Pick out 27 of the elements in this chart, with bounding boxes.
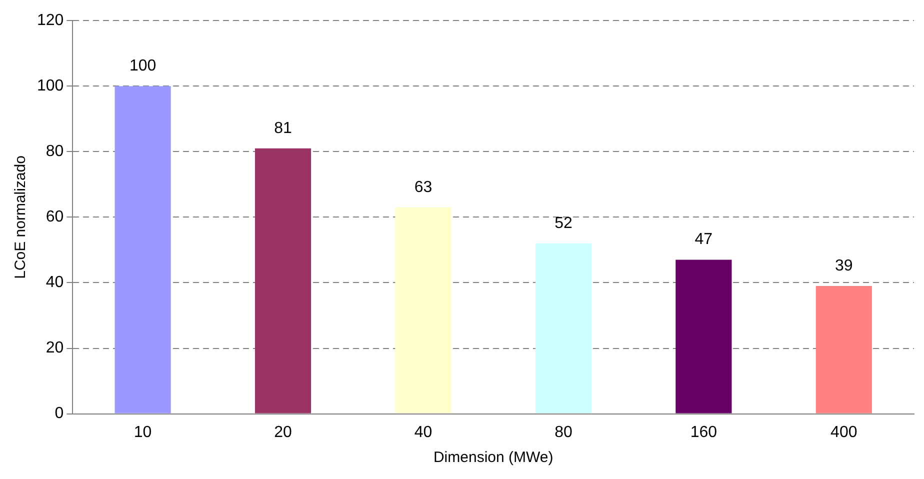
y-tick-label: 40: [46, 274, 64, 292]
y-tick-label: 100: [36, 78, 64, 95]
data-label: 39: [834, 257, 853, 274]
y-tick-label: 60: [46, 208, 64, 226]
bar: [816, 286, 872, 414]
bar: [254, 148, 312, 414]
data-label: 81: [274, 120, 292, 137]
bar: [114, 86, 171, 414]
data-label: 100: [129, 58, 156, 75]
y-tick-label: 80: [46, 143, 64, 160]
data-label: 47: [694, 231, 713, 248]
x-tick-label: 10: [134, 424, 152, 441]
x-tick-label: 160: [690, 424, 718, 441]
x-axis-title: Dimension (MWe): [433, 449, 554, 466]
y-tick-label: 0: [54, 405, 64, 422]
y-tick-label: 120: [36, 12, 64, 30]
x-tick-label: 40: [414, 424, 432, 441]
x-tick-label: 20: [274, 424, 292, 441]
bar: [395, 207, 452, 414]
bar: [535, 243, 592, 414]
data-label: 52: [554, 214, 572, 232]
x-tick-label: 400: [830, 424, 858, 441]
y-tick-label: 20: [46, 340, 64, 357]
bar: [676, 260, 732, 414]
data-label: 63: [414, 178, 432, 196]
x-tick-label: 80: [554, 424, 572, 441]
y-axis-title: LCoE normalizado: [12, 155, 30, 279]
